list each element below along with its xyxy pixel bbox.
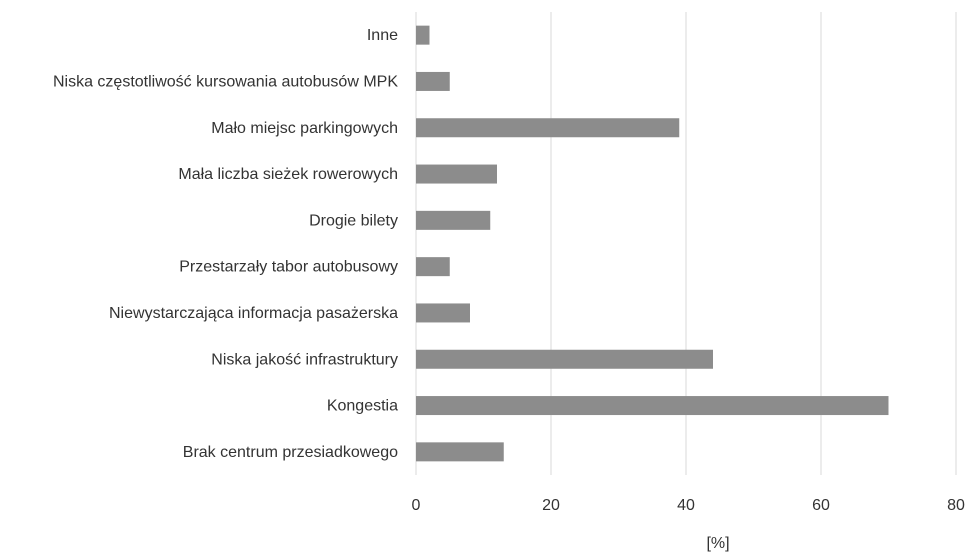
category-label: Brak centrum przesiadkowego <box>183 444 398 461</box>
category-label: Mała liczba sieżek rowerowych <box>178 166 398 183</box>
bar <box>416 71 450 91</box>
x-tick-label: 20 <box>542 497 560 514</box>
x-tick-labels: 0 20 40 60 80 <box>412 497 965 514</box>
x-tick-label: 80 <box>947 497 965 514</box>
category-label: Kongestia <box>327 398 398 415</box>
bar <box>416 164 497 184</box>
category-labels: Inne Niska częstotliwość kursowania autob… <box>53 27 398 461</box>
category-label: Niska jakość infrastruktury <box>211 351 398 368</box>
category-label: Drogie bilety <box>309 212 398 229</box>
category-label: Inne <box>367 27 398 44</box>
bar <box>416 396 889 416</box>
bar <box>416 210 491 230</box>
bar <box>416 349 713 369</box>
x-tick-label: 60 <box>812 497 830 514</box>
x-axis-label: [%] <box>706 535 729 552</box>
bars <box>416 25 889 462</box>
bar <box>416 257 450 277</box>
x-tick-label: 40 <box>677 497 695 514</box>
bar <box>416 118 680 138</box>
bar <box>416 25 430 45</box>
category-label: Przestarzały tabor autobusowy <box>179 259 398 276</box>
category-label: Mało miejsc parkingowych <box>211 120 398 137</box>
x-tick-label: 0 <box>412 497 421 514</box>
bar <box>416 442 504 462</box>
bar <box>416 303 470 323</box>
category-label: Niewystarczająca informacja pasażerska <box>109 305 398 322</box>
category-label: Niska częstotliwość kursowania autobusów… <box>53 73 398 90</box>
